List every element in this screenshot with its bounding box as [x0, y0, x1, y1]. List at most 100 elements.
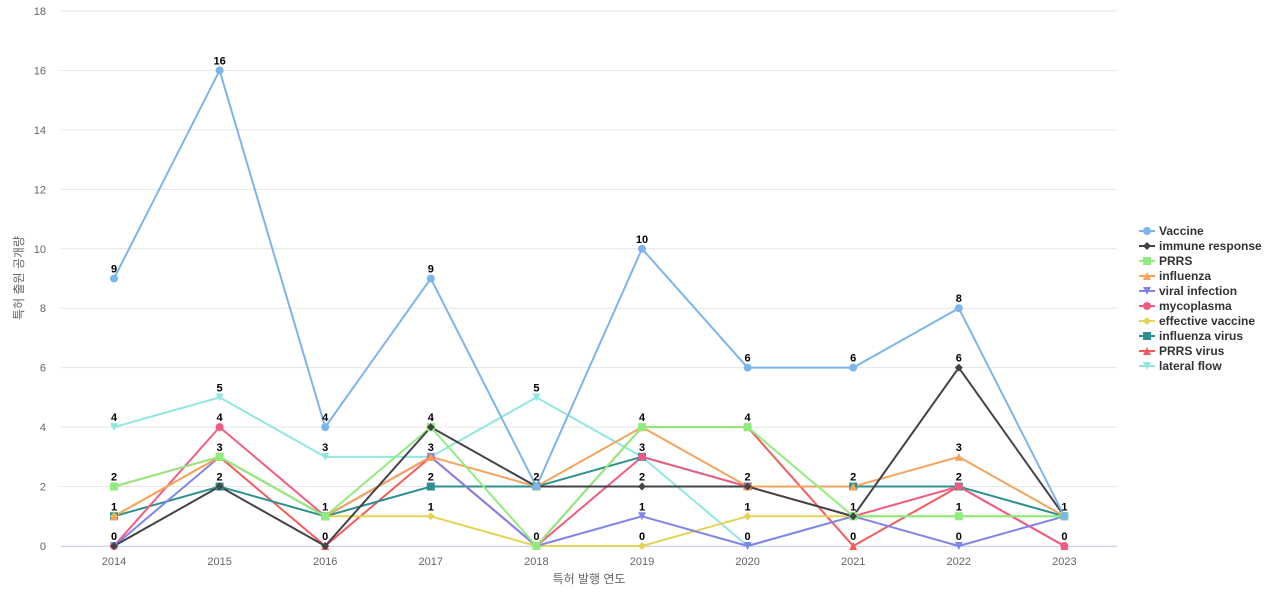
legend-label: influenza virus: [1159, 329, 1243, 343]
data-point-mycoplasma[interactable]: [954, 482, 963, 491]
data-label: 6: [956, 353, 962, 365]
data-point-influenza[interactable]: [849, 482, 858, 491]
data-point-prrs-virus[interactable]: [849, 542, 858, 550]
data-point-vaccine[interactable]: [1060, 512, 1069, 521]
data-label: 10: [636, 234, 648, 246]
series-line-immune-response[interactable]: [113, 366, 1066, 547]
legend-item-effective-vaccine[interactable]: effective vaccine: [1139, 314, 1255, 328]
data-label: 1: [639, 501, 645, 513]
legend-item-influenza[interactable]: influenza: [1139, 269, 1211, 283]
data-label: 16: [213, 55, 225, 67]
legend-item-prrs[interactable]: PRRS: [1139, 254, 1192, 268]
legend-label: effective vaccine: [1159, 314, 1255, 328]
data-label: 4: [428, 412, 435, 424]
data-label: 2: [639, 472, 645, 484]
y-tick-label: 10: [34, 244, 46, 256]
data-point-prrs[interactable]: [638, 423, 646, 432]
x-tick-label: 2019: [630, 556, 654, 568]
data-label: 0: [322, 531, 328, 543]
legend-marker-vaccine: [1143, 227, 1151, 235]
series-markers: [110, 66, 1069, 550]
data-label: 1: [956, 501, 962, 513]
data-point-prrs[interactable]: [532, 542, 541, 550]
data-label: 9: [428, 264, 434, 276]
data-point-vaccine[interactable]: [954, 304, 963, 313]
data-point-influenza[interactable]: [954, 452, 963, 461]
data-point-lateral-flow[interactable]: [321, 452, 330, 461]
series-line-mycoplasma[interactable]: [113, 426, 1066, 547]
legend-item-immune-response[interactable]: immune response: [1139, 239, 1262, 253]
y-tick-label: 4: [40, 422, 46, 434]
series-line-vaccine[interactable]: [113, 69, 1066, 518]
data-point-prrs[interactable]: [321, 512, 330, 521]
data-point-mycoplasma[interactable]: [1060, 542, 1069, 550]
data-point-vaccine[interactable]: [638, 244, 646, 253]
data-point-mycoplasma[interactable]: [215, 423, 224, 432]
data-point-viral-infection[interactable]: [638, 512, 646, 521]
data-point-effective-vaccine[interactable]: [426, 512, 435, 521]
data-point-prrs[interactable]: [215, 452, 224, 461]
y-tick-label: 6: [40, 363, 46, 375]
y-tick-label: 8: [40, 303, 46, 315]
data-point-viral-infection[interactable]: [954, 542, 963, 550]
data-point-immune-response[interactable]: [426, 423, 435, 432]
data-point-effective-vaccine[interactable]: [743, 512, 752, 521]
data-point-immune-response[interactable]: [743, 482, 752, 491]
x-tick-label: 2020: [735, 556, 759, 568]
data-label: 2: [111, 472, 117, 484]
legend-item-influenza-virus[interactable]: influenza virus: [1139, 329, 1243, 343]
legend-marker-influenza-virus: [1143, 332, 1151, 340]
legend-item-prrs-virus[interactable]: PRRS virus: [1139, 344, 1225, 358]
data-point-lateral-flow[interactable]: [215, 393, 224, 402]
legend-label: influenza: [1159, 269, 1211, 283]
legend-label: PRRS virus: [1159, 344, 1225, 358]
data-label: 3: [322, 442, 328, 454]
data-point-influenza[interactable]: [426, 452, 435, 461]
x-tick-label: 2021: [841, 556, 865, 568]
data-point-influenza[interactable]: [110, 512, 118, 521]
series-line-influenza-virus[interactable]: [113, 455, 1066, 518]
data-point-prrs[interactable]: [110, 482, 118, 491]
data-point-prrs[interactable]: [954, 512, 963, 521]
y-tick-label: 18: [34, 6, 46, 18]
data-point-immune-response[interactable]: [638, 482, 646, 491]
x-tick-label: 2023: [1052, 556, 1076, 568]
data-point-effective-vaccine[interactable]: [638, 542, 646, 550]
legend-item-mycoplasma[interactable]: mycoplasma: [1139, 299, 1232, 313]
data-point-vaccine[interactable]: [426, 274, 435, 283]
data-point-viral-infection[interactable]: [743, 542, 752, 550]
legend-marker-effective-vaccine: [1143, 317, 1151, 325]
data-point-vaccine[interactable]: [321, 423, 330, 432]
data-label: 6: [745, 353, 751, 365]
data-point-vaccine[interactable]: [110, 274, 118, 283]
legend-marker-viral-infection: [1143, 287, 1151, 295]
data-point-mycoplasma[interactable]: [638, 452, 646, 461]
data-label: 5: [533, 382, 539, 394]
legend-marker-influenza: [1143, 272, 1151, 280]
data-point-lateral-flow[interactable]: [532, 393, 541, 402]
data-label: 3: [639, 442, 645, 454]
data-point-vaccine[interactable]: [849, 363, 858, 372]
data-point-lateral-flow[interactable]: [110, 423, 118, 432]
data-label: 1: [745, 501, 751, 513]
data-point-immune-response[interactable]: [954, 363, 963, 372]
grid-lines: [61, 10, 1117, 547]
data-point-vaccine[interactable]: [743, 363, 752, 372]
data-point-vaccine[interactable]: [532, 482, 541, 491]
legend-item-vaccine[interactable]: Vaccine: [1139, 224, 1204, 238]
data-label: 0: [1061, 531, 1067, 543]
data-point-prrs[interactable]: [743, 423, 752, 432]
data-point-influenza-virus[interactable]: [426, 482, 435, 491]
data-point-vaccine[interactable]: [215, 66, 224, 75]
data-point-immune-response[interactable]: [849, 512, 858, 521]
legend-item-viral-infection[interactable]: viral infection: [1139, 284, 1237, 298]
data-point-immune-response[interactable]: [215, 482, 224, 491]
legend-item-lateral-flow[interactable]: lateral flow: [1139, 359, 1222, 373]
data-label: 1: [322, 501, 328, 513]
data-point-immune-response[interactable]: [110, 542, 118, 550]
legend-marker-mycoplasma: [1143, 302, 1151, 310]
data-labels: 9421016543243109432152010432106421062108…: [111, 55, 1068, 543]
data-point-immune-response[interactable]: [321, 542, 330, 550]
